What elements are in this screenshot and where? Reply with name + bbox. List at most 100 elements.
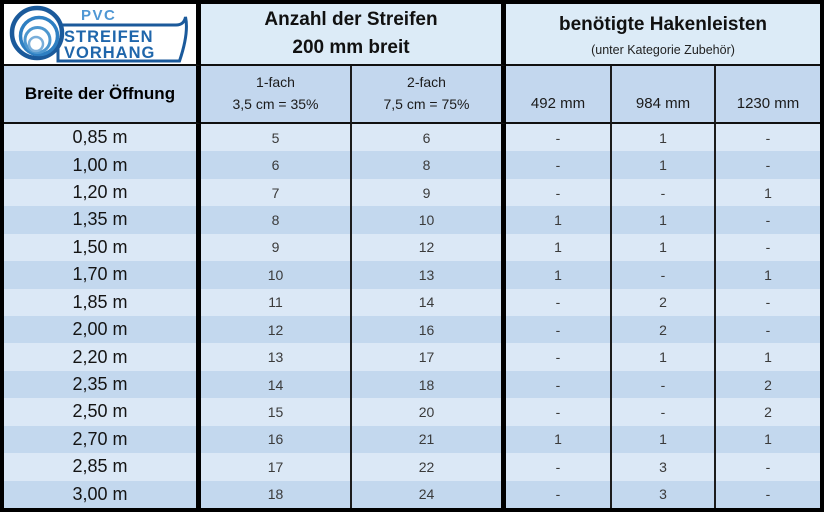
column-header-492mm: 492 mm [506,66,612,124]
cell-984mm: 1 [612,233,716,262]
cell-2fach: 21 [352,425,506,454]
cell-1fach: 13 [201,343,352,371]
cell-1230mm: - [716,453,820,481]
cell-492mm: - [506,398,612,426]
cell-984mm: - [612,398,716,426]
cell-984mm: - [612,370,716,399]
cell-984mm: 1 [612,151,716,179]
cell-2fach: 10 [352,206,506,234]
cell-1230mm: 1 [716,425,820,454]
cell-2fach: 16 [352,316,506,344]
cell-1230mm: - [716,480,820,508]
pvc-roll-icon: PVC STREIFEN VORHANG [9,5,188,63]
cell-breite: 2,50 m [4,398,201,426]
cell-984mm: 1 [612,206,716,234]
cell-breite: 1,35 m [4,206,201,234]
cell-2fach: 14 [352,288,506,316]
cell-1fach: 5 [201,124,352,152]
column-header-2fach: 2-fach 7,5 cm = 75% [352,66,506,124]
cell-1230mm: - [716,288,820,316]
cell-492mm: 1 [506,206,612,234]
cell-1fach: 6 [201,151,352,179]
column-header-breite: Breite der Öffnung [4,66,201,124]
cell-492mm: - [506,453,612,481]
cell-breite: 2,20 m [4,343,201,371]
cell-2fach: 18 [352,370,506,399]
column-header-1fach: 1-fach 3,5 cm = 35% [201,66,352,124]
cell-1230mm: 1 [716,261,820,289]
column-header-2fach-line1: 2-fach [407,74,446,91]
cell-984mm: 1 [612,425,716,454]
cell-492mm: 1 [506,425,612,454]
cell-492mm: - [506,151,612,179]
logo: PVC STREIFEN VORHANG [4,4,201,66]
logo-banner-text-1: STREIFEN [64,28,154,46]
cell-492mm: - [506,178,612,207]
cell-2fach: 12 [352,233,506,262]
cell-492mm: 1 [506,233,612,262]
cell-492mm: - [506,370,612,399]
cell-breite: 3,00 m [4,480,201,508]
header-anzahl-streifen: Anzahl der Streifen 200 mm breit [201,4,506,66]
cell-1230mm: - [716,206,820,234]
cell-2fach: 22 [352,453,506,481]
cell-breite: 1,50 m [4,233,201,262]
cell-breite: 2,35 m [4,370,201,399]
cell-1230mm: 2 [716,398,820,426]
cell-984mm: - [612,178,716,207]
cell-1fach: 17 [201,453,352,481]
cell-breite: 0,85 m [4,124,201,152]
cell-breite: 2,00 m [4,316,201,344]
cell-984mm: 3 [612,480,716,508]
cell-984mm: 3 [612,453,716,481]
cell-984mm: 2 [612,316,716,344]
cell-492mm: - [506,343,612,371]
cell-1230mm: - [716,316,820,344]
cell-1fach: 15 [201,398,352,426]
cell-1230mm: 1 [716,343,820,371]
cell-breite: 2,70 m [4,425,201,454]
cell-1230mm: - [716,124,820,152]
logo-brand-text: PVC [81,7,116,24]
cell-1fach: 14 [201,370,352,399]
cell-breite: 1,00 m [4,151,201,179]
cell-2fach: 9 [352,178,506,207]
cell-2fach: 20 [352,398,506,426]
cell-2fach: 17 [352,343,506,371]
cell-breite: 2,85 m [4,453,201,481]
cell-2fach: 13 [352,261,506,289]
cell-1230mm: - [716,151,820,179]
cell-2fach: 6 [352,124,506,152]
cell-984mm: - [612,261,716,289]
column-header-1230mm: 1230 mm [716,66,820,124]
cell-breite: 1,20 m [4,178,201,207]
cell-1230mm: 1 [716,178,820,207]
cell-breite: 1,70 m [4,261,201,289]
cell-breite: 1,85 m [4,288,201,316]
cell-492mm: - [506,124,612,152]
header-hakenleisten: benötigte Hakenleisten (unter Kategorie … [506,4,820,66]
column-header-2fach-line2: 7,5 cm = 75% [383,96,470,112]
cell-1fach: 7 [201,178,352,207]
cell-1230mm: 2 [716,370,820,399]
cell-1230mm: - [716,233,820,262]
column-header-1fach-line2: 3,5 cm = 35% [232,96,319,112]
cell-1fach: 16 [201,425,352,454]
cell-492mm: - [506,288,612,316]
cell-1fach: 12 [201,316,352,344]
logo-banner-text-2: VORHANG [64,44,155,62]
header-anzahl-line2: 200 mm breit [292,37,410,58]
column-header-1fach-line1: 1-fach [256,74,295,91]
cell-1fach: 18 [201,480,352,508]
cell-1fach: 11 [201,288,352,316]
cell-984mm: 1 [612,343,716,371]
cell-492mm: - [506,480,612,508]
column-header-984mm: 984 mm [612,66,716,124]
header-haken-subtitle: (unter Kategorie Zubehör) [591,42,735,57]
header-anzahl-line1: Anzahl der Streifen [264,8,438,30]
cell-1fach: 9 [201,233,352,262]
cell-2fach: 24 [352,480,506,508]
cell-492mm: 1 [506,261,612,289]
cell-492mm: - [506,316,612,344]
cell-984mm: 1 [612,124,716,152]
